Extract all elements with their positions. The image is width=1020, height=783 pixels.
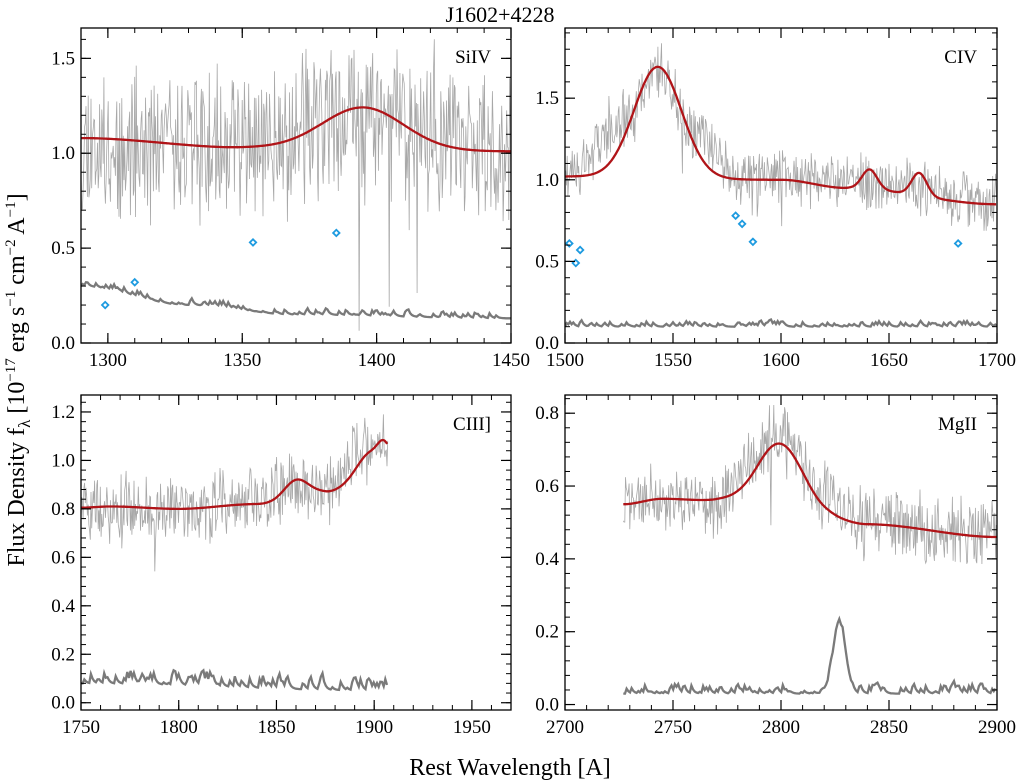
error-line bbox=[81, 668, 389, 692]
x-tick-label: 1550 bbox=[654, 350, 692, 371]
panel-label: CIV bbox=[944, 47, 977, 68]
absorber-marker bbox=[737, 219, 747, 229]
x-tick-label: 1700 bbox=[978, 350, 1016, 371]
x-tick-label: 1400 bbox=[358, 350, 396, 371]
model-fit-line bbox=[81, 106, 511, 153]
plot-area bbox=[622, 404, 997, 695]
y-tick-label: 0.6 bbox=[51, 547, 75, 568]
panel-1: 1500 1550 1600 1650 1700 0.0 0.5 1.0 1.5 CIV bbox=[535, 27, 1016, 371]
spectrum-line bbox=[565, 43, 997, 231]
error-line bbox=[565, 317, 997, 328]
panel-label: MgII bbox=[938, 414, 977, 435]
absorber-marker bbox=[100, 300, 110, 310]
absorber-marker bbox=[565, 238, 574, 248]
y-axis-title-unit-mid2: cm bbox=[4, 255, 30, 291]
y-tick-label: 0.6 bbox=[535, 476, 559, 497]
y-tick-label: 0.0 bbox=[51, 333, 75, 354]
absorber-marker bbox=[248, 237, 258, 247]
x-tick-label: 2900 bbox=[978, 717, 1016, 738]
figure-title: J1602+4228 bbox=[446, 2, 555, 27]
y-axis-title-unit-mid: erg s bbox=[4, 307, 30, 359]
x-tick-label: 1900 bbox=[355, 717, 393, 738]
absorber-marker bbox=[130, 277, 140, 287]
x-tick-label: 1650 bbox=[870, 350, 908, 371]
y-tick-label: 0.5 bbox=[535, 251, 559, 272]
x-tick-label: 1850 bbox=[257, 717, 295, 738]
y-axis-title: Flux Density fλ [10−17 erg s−1 cm−2 A−1] bbox=[3, 193, 34, 566]
x-tick-label: 2700 bbox=[546, 717, 584, 738]
panel-label: SiIV bbox=[455, 47, 491, 68]
error-line bbox=[81, 280, 511, 320]
y-tick-label: 1.5 bbox=[535, 88, 559, 109]
x-tick-label: 1500 bbox=[546, 350, 584, 371]
panel-0: 1300 1350 1400 1450 0.0 0.5 1.0 1.5 SiIV bbox=[51, 27, 530, 371]
absorber-marker bbox=[571, 258, 581, 268]
panel-frame bbox=[80, 394, 512, 711]
plot-area bbox=[81, 39, 511, 331]
panel-2: 1750 1800 1850 1900 1950 0.0 0.2 0.4 0.6 0.8 1.0 1.… bbox=[51, 394, 512, 738]
y-tick-label: 1.0 bbox=[51, 143, 75, 164]
spectrum-line bbox=[81, 39, 511, 331]
panel-label: CIII] bbox=[453, 414, 491, 435]
y-tick-label: 0.2 bbox=[51, 644, 75, 665]
x-tick-label: 1800 bbox=[160, 717, 198, 738]
x-tick-label: 2850 bbox=[870, 717, 908, 738]
x-tick-label: 1300 bbox=[89, 350, 127, 371]
absorber-marker bbox=[731, 211, 741, 221]
y-axis-title-exp4: −1 bbox=[3, 201, 19, 217]
absorber-marker bbox=[748, 237, 758, 247]
plot-area bbox=[565, 43, 997, 328]
y-tick-label: 1.0 bbox=[51, 450, 75, 471]
spectrum-line bbox=[81, 414, 389, 572]
absorber-marker bbox=[331, 228, 341, 238]
panel-3: 2700 2750 2800 2850 2900 0.0 0.2 0.4 0.6 0.8 MgII bbox=[535, 394, 1016, 738]
y-tick-label: 0.5 bbox=[51, 238, 75, 259]
y-tick-label: 0.4 bbox=[51, 596, 75, 617]
x-axis-title: Rest Wavelength [A] bbox=[409, 755, 611, 781]
spectrum-line bbox=[622, 404, 997, 565]
y-tick-label: 0.8 bbox=[51, 499, 75, 520]
y-axis-title-sub: λ bbox=[15, 419, 34, 428]
y-axis-title-exp2: −1 bbox=[3, 291, 19, 307]
y-axis-title-unit-close: ] bbox=[4, 193, 30, 201]
x-tick-label: 1450 bbox=[492, 350, 530, 371]
y-tick-label: 1.2 bbox=[51, 402, 75, 423]
y-tick-label: 1.5 bbox=[51, 48, 75, 69]
y-tick-label: 0.0 bbox=[51, 693, 75, 714]
y-tick-label: 0.0 bbox=[535, 333, 559, 354]
y-axis-title-exp1: −17 bbox=[3, 358, 19, 382]
x-tick-label: 1950 bbox=[453, 717, 491, 738]
y-axis-title-unit-mid3: A bbox=[4, 217, 30, 240]
x-tick-label: 2800 bbox=[762, 717, 800, 738]
x-tick-label: 2750 bbox=[654, 717, 692, 738]
x-tick-label: 1600 bbox=[762, 350, 800, 371]
absorber-marker bbox=[953, 238, 963, 248]
error-line bbox=[623, 615, 997, 695]
y-tick-label: 0.8 bbox=[535, 403, 559, 424]
y-axis-title-main: Flux Density f bbox=[4, 428, 30, 567]
y-tick-label: 0.0 bbox=[535, 695, 559, 716]
y-axis-title-exp3: −2 bbox=[3, 239, 19, 255]
model-fit-line bbox=[565, 65, 997, 206]
plot-area bbox=[81, 414, 389, 692]
model-fit-line bbox=[623, 442, 997, 539]
y-tick-label: 1.0 bbox=[535, 170, 559, 191]
x-tick-label: 1350 bbox=[223, 350, 261, 371]
y-tick-label: 0.2 bbox=[535, 622, 559, 643]
x-tick-label: 1750 bbox=[62, 717, 100, 738]
y-axis-title-unit-open: [10 bbox=[4, 382, 30, 420]
model-fit-line bbox=[81, 438, 389, 511]
absorber-marker bbox=[575, 245, 585, 255]
y-tick-label: 0.4 bbox=[535, 549, 559, 570]
